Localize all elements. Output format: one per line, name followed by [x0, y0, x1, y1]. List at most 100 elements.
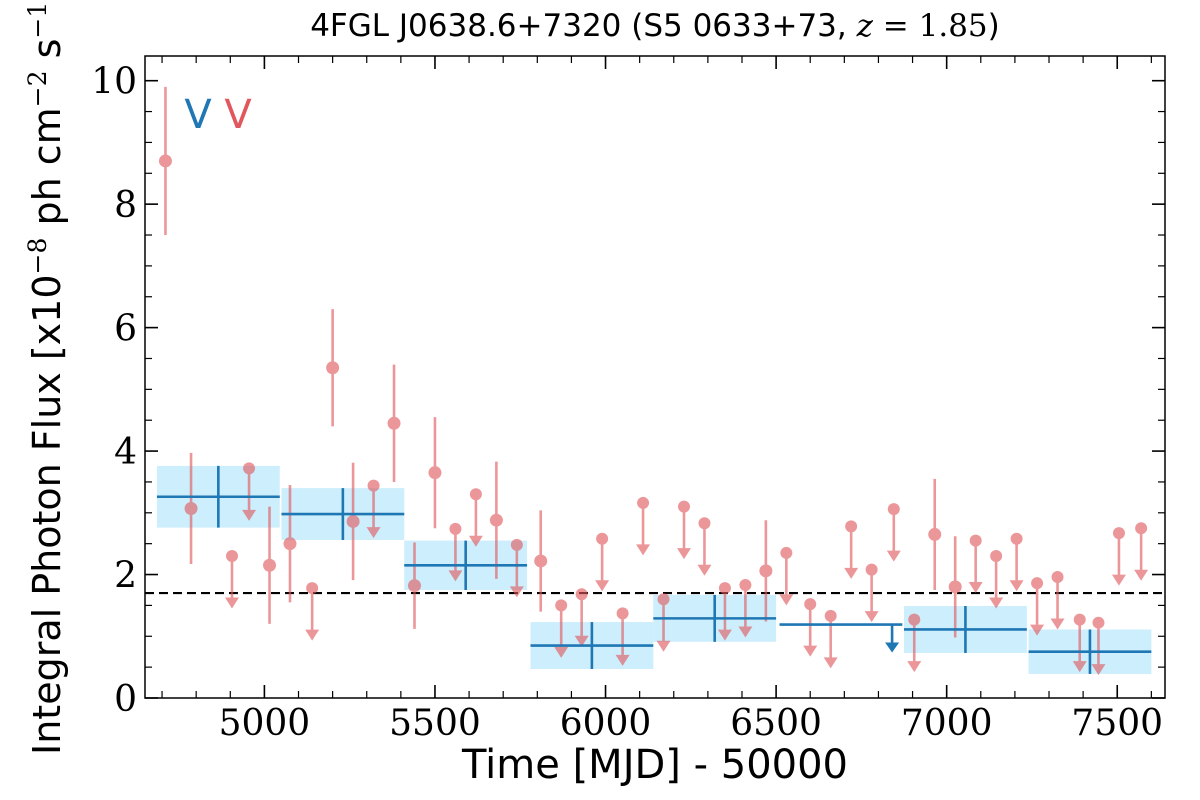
fine-bin-point [864, 563, 879, 623]
chart-title-redshift-var: z [856, 8, 873, 44]
upper-limit-arrowhead [468, 535, 483, 547]
data-point-marker [1051, 571, 1064, 584]
upper-limit-arrowhead [1009, 580, 1024, 592]
fine-bin-point [717, 582, 732, 641]
upper-limit-arrowhead [1111, 574, 1126, 586]
fine-bin-point [346, 462, 360, 581]
data-point-marker [407, 579, 421, 593]
fine-bin-point [263, 506, 277, 624]
x-axis-label: Time [MJD] - 50000 [461, 742, 849, 788]
data-point-marker [243, 462, 256, 475]
y-tick-label: 10 [91, 62, 137, 103]
upper-limit-arrowhead [1050, 618, 1065, 630]
fine-bin-point [184, 452, 198, 565]
fine-bin-point [305, 582, 320, 641]
upper-limit-arrowhead [989, 597, 1004, 609]
coarse-bin-point [530, 622, 654, 669]
coarse-bin-point [779, 623, 903, 653]
coarse-bin-point [404, 540, 528, 590]
data-point-marker [306, 582, 319, 595]
data-point-marker [637, 496, 650, 509]
upper-limit-arrowhead [636, 544, 651, 556]
coarse-bin-point [904, 606, 1027, 653]
y-axis-label-exp2: −2 [23, 70, 53, 108]
upper-limit-arrowhead [595, 580, 610, 592]
fine-bin-point [407, 542, 421, 629]
fine-bin-point [1009, 532, 1024, 592]
y-axis-label-middle2: s [24, 38, 69, 71]
x-tick-label: 5500 [389, 703, 481, 744]
fine-bin-point [242, 462, 257, 521]
data-point-marker [184, 501, 198, 515]
fine-bin-point [574, 588, 589, 647]
chart-title-redshift-value: = 1.85 [872, 8, 988, 44]
upper-limit-arrowhead [823, 657, 838, 669]
y-axis-label-exp3: −1 [23, 1, 53, 39]
data-point-marker [804, 598, 817, 611]
upper-limit-arrowhead [448, 570, 463, 582]
upper-limit-arrowhead [1030, 624, 1045, 636]
data-point-marker [387, 416, 401, 430]
data-point-marker [346, 514, 360, 528]
data-point-marker [990, 550, 1003, 563]
fine-bin-point [1091, 616, 1106, 676]
upper-limit-arrowhead [224, 597, 239, 609]
fine-bin-point [283, 485, 297, 603]
data-point-marker [428, 466, 442, 480]
data-point-marker [469, 488, 482, 501]
legend-marker: V [184, 92, 212, 138]
fine-bin-point [534, 510, 548, 612]
y-tick-label: 4 [114, 432, 137, 473]
upper-limit-arrowhead [968, 582, 983, 594]
upper-limit-arrowhead [803, 645, 818, 657]
upper-limit-arrowhead [697, 564, 712, 576]
coarse-bin-series [156, 465, 1152, 674]
upper-limit-arrowhead [676, 548, 691, 560]
data-point-marker [596, 532, 609, 545]
data-point-marker [969, 534, 982, 547]
data-point-marker [616, 607, 629, 620]
upper-limit-arrowhead [554, 646, 569, 658]
fine-bin-point [1111, 527, 1126, 586]
data-point-marker [1010, 532, 1023, 545]
data-point-marker [575, 588, 588, 601]
upper-limit-arrowhead [886, 550, 901, 562]
data-point-marker [263, 558, 277, 572]
fine-bin-point [554, 599, 569, 658]
data-point-marker [1092, 616, 1105, 629]
data-point-marker [1135, 522, 1148, 535]
data-point-marker [677, 500, 690, 513]
fine-bin-point [1030, 577, 1045, 636]
data-point-marker [759, 564, 773, 578]
fine-bin-point [823, 609, 838, 669]
upper-limit-arrowhead [242, 509, 257, 521]
data-point-marker [718, 582, 731, 595]
data-point-marker [510, 538, 523, 551]
plot-frame [144, 55, 1166, 699]
data-point-marker [489, 513, 503, 527]
data-point-marker [555, 599, 568, 612]
fine-bin-point [803, 598, 818, 657]
coarse-bin-point [653, 594, 777, 642]
y-axis-label-middle: ph cm [24, 107, 69, 238]
data-point-marker [449, 522, 462, 535]
chart-title-close: ) [987, 8, 1000, 44]
y-axis-label: Integral Photon Flux [x10−8 ph cm−2 s−1] [23, 0, 69, 755]
coarse-bin-point [281, 488, 405, 540]
data-point-marker [1031, 577, 1044, 590]
coarse-bin-point [1028, 629, 1152, 674]
x-tick-label: 5000 [219, 703, 311, 744]
fine-bin-point [1050, 571, 1065, 630]
y-tick-label: 0 [114, 679, 137, 720]
upper-limit-arrowhead [885, 642, 900, 653]
data-point-marker [845, 520, 858, 533]
upper-limit-arrowhead [366, 527, 381, 539]
coarse-bin-point [156, 465, 280, 528]
upper-limit-arrowhead [779, 594, 794, 606]
fine-bin-point [989, 550, 1004, 609]
fine-bin-point [1072, 613, 1087, 673]
upper-limit-arrowhead [305, 629, 320, 641]
fine-bin-point [595, 532, 610, 592]
upper-limit-arrowhead [717, 629, 732, 641]
upper-limit-arrowhead [656, 640, 671, 652]
